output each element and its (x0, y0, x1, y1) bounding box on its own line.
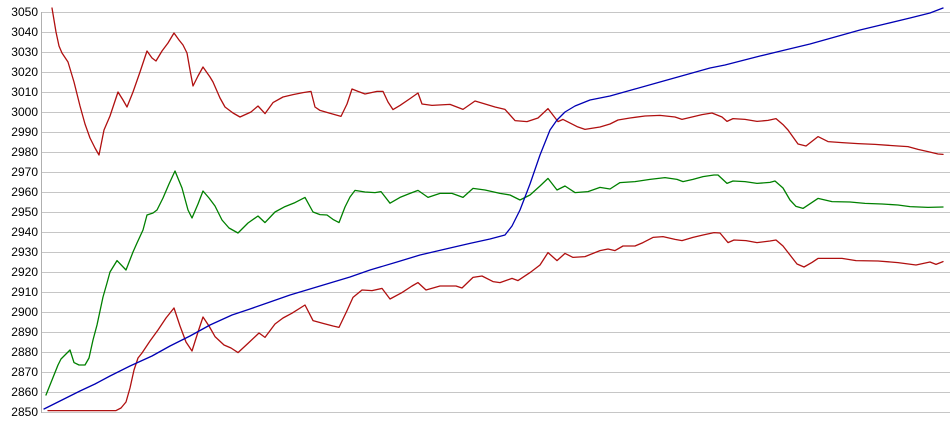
y-axis-tick-label: 2940 (11, 225, 38, 239)
y-axis-tick-label: 2850 (11, 405, 38, 419)
y-axis-tick-label: 2920 (11, 265, 38, 279)
middle-green-line-line (45, 170, 944, 396)
y-axis-tick-label: 2950 (11, 205, 38, 219)
y-axis-tick-label: 3050 (11, 5, 38, 19)
y-axis-tick-label: 2910 (11, 285, 38, 299)
y-axis-tick-label: 2990 (11, 125, 38, 139)
y-axis-tick-label: 2970 (11, 165, 38, 179)
y-axis-tick-label: 3010 (11, 85, 38, 99)
y-axis-tick-label: 3040 (11, 25, 38, 39)
y-axis-tick-label: 2880 (11, 345, 38, 359)
y-axis-tick-label: 2930 (11, 245, 38, 259)
y-axis-tick-label: 2900 (11, 305, 38, 319)
y-axis-tick-label: 2980 (11, 145, 38, 159)
y-axis-tick-label: 2890 (11, 325, 38, 339)
y-axis-tick-label: 3030 (11, 45, 38, 59)
data-series (43, 7, 944, 412)
y-axis-tick-label: 3020 (11, 65, 38, 79)
blue-trend-line-line (43, 7, 944, 410)
y-axis-tick-label: 3000 (11, 105, 38, 119)
upper-red-band-line (51, 7, 944, 156)
y-axis-tick-label: 2870 (11, 365, 38, 379)
y-axis-tick-label: 2860 (11, 385, 38, 399)
y-axis-labels: 3050 3040 3030 3020 3010 3000 2990 2980 2970 2960… (11, 5, 38, 419)
y-axis-tick-label: 2960 (11, 185, 38, 199)
gridlines (42, 12, 950, 413)
lower-red-band-line (47, 231, 944, 412)
